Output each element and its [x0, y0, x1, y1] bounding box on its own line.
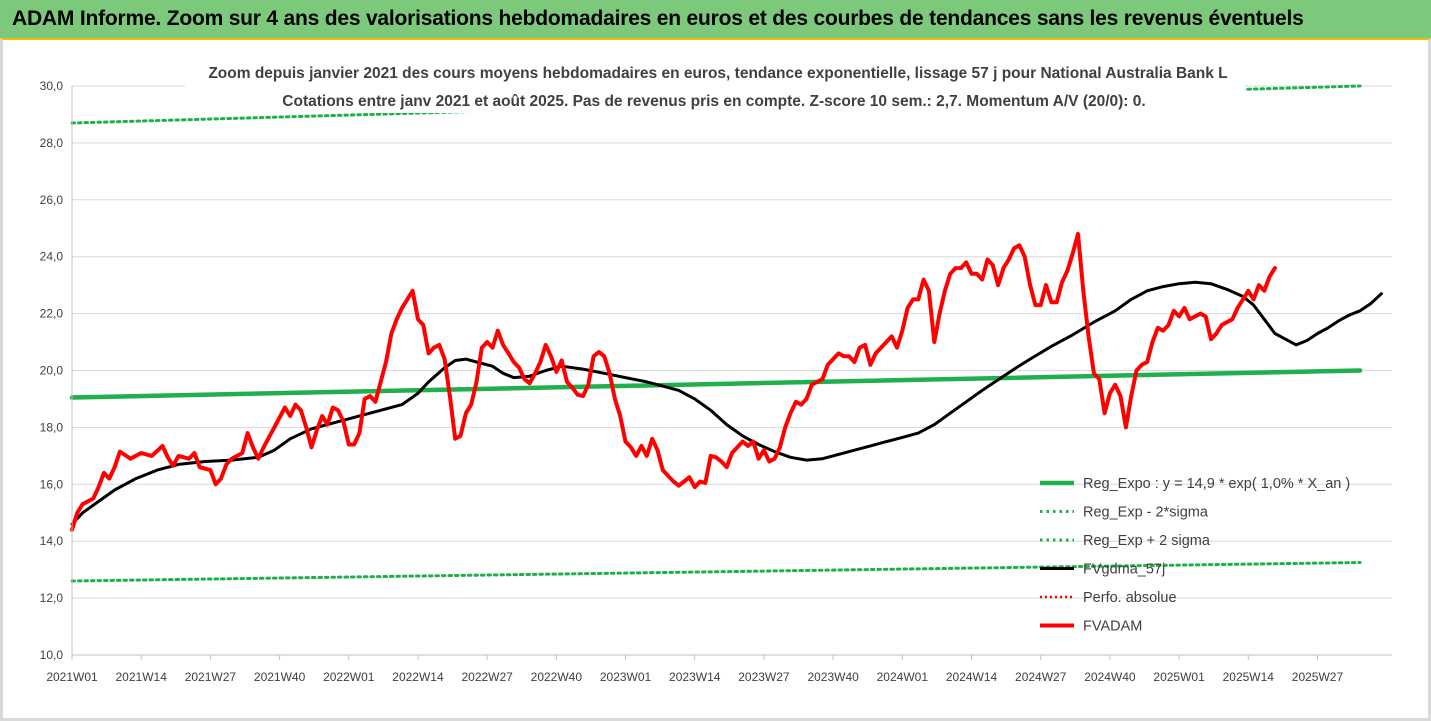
y-tick-label: 14,0 — [40, 534, 64, 548]
x-tick-label: 2023W14 — [669, 670, 721, 684]
chart-frame — [0, 38, 1431, 721]
x-tick-label: 2025W14 — [1223, 670, 1275, 684]
chart-title-block: Zoom depuis janvier 2021 des cours moyen… — [185, 55, 1245, 113]
x-tick-label: 2024W40 — [1084, 670, 1136, 684]
chart-title: Zoom depuis janvier 2021 des cours moyen… — [208, 65, 1227, 82]
x-tick-label: 2021W40 — [254, 670, 306, 684]
x-tick-label: 2021W14 — [116, 670, 168, 684]
x-tick-label: 2024W14 — [946, 670, 998, 684]
gridlines — [72, 85, 1392, 656]
x-tick-label: 2023W40 — [807, 670, 859, 684]
series-line-5 — [70, 231, 1277, 532]
x-tick-label: 2024W01 — [877, 670, 929, 684]
x-tick-label: 2024W27 — [1015, 670, 1067, 684]
x-tick-label: 2021W01 — [46, 670, 98, 684]
legend-label: Reg_Expo : y = 14,9 * exp( 1,0% * X_an ) — [1083, 476, 1350, 492]
y-tick-label: 26,0 — [40, 193, 64, 207]
legend-label: Perfo. absolue — [1083, 590, 1177, 606]
series-line-1 — [70, 561, 1362, 583]
page-title: ADAM Informe. Zoom sur 4 ans des valoris… — [0, 0, 1431, 38]
legend-label: Reg_Exp - 2*sigma — [1083, 505, 1209, 521]
y-tick-label: 12,0 — [40, 591, 64, 605]
y-tick-label: 10,0 — [40, 648, 64, 662]
series-line-0 — [69, 368, 1363, 400]
legend-label: FVADAM — [1083, 619, 1142, 635]
y-tick-label: 24,0 — [40, 250, 64, 264]
y-tick-label: 28,0 — [40, 136, 64, 150]
x-tick-label: 2022W14 — [392, 670, 444, 684]
x-tick-label: 2022W27 — [461, 670, 513, 684]
legend-label: FVgdma_57j — [1083, 562, 1165, 578]
chart-subtitle: Cotations entre janv 2021 et août 2025. … — [282, 93, 1145, 110]
x-tick-label: 2023W01 — [600, 670, 652, 684]
axes: 10,0 12,0 14,0 16,0 18,0 20,0 22,0 24,0 26,0 28,0… — [40, 79, 1392, 684]
x-tick-label: 2025W27 — [1292, 670, 1344, 684]
x-tick-label: 2023W27 — [738, 670, 790, 684]
y-tick-label: 22,0 — [40, 307, 64, 321]
x-tick-label: 2022W01 — [323, 670, 375, 684]
x-tick-label: 2025W01 — [1153, 670, 1205, 684]
x-tick-label: 2021W27 — [185, 670, 237, 684]
legend-label: Reg_Exp + 2 sigma — [1083, 533, 1211, 549]
y-tick-label: 20,0 — [40, 364, 64, 378]
series-line-3 — [70, 280, 1383, 526]
legend: Reg_Expo : y = 14,9 * exp( 1,0% * X_an )… — [1040, 476, 1350, 635]
y-tick-label: 30,0 — [40, 79, 64, 93]
title-background — [185, 55, 1245, 113]
y-tick-label: 16,0 — [40, 477, 64, 491]
x-tick-label: 2022W40 — [531, 670, 583, 684]
y-tick-label: 18,0 — [40, 420, 64, 434]
